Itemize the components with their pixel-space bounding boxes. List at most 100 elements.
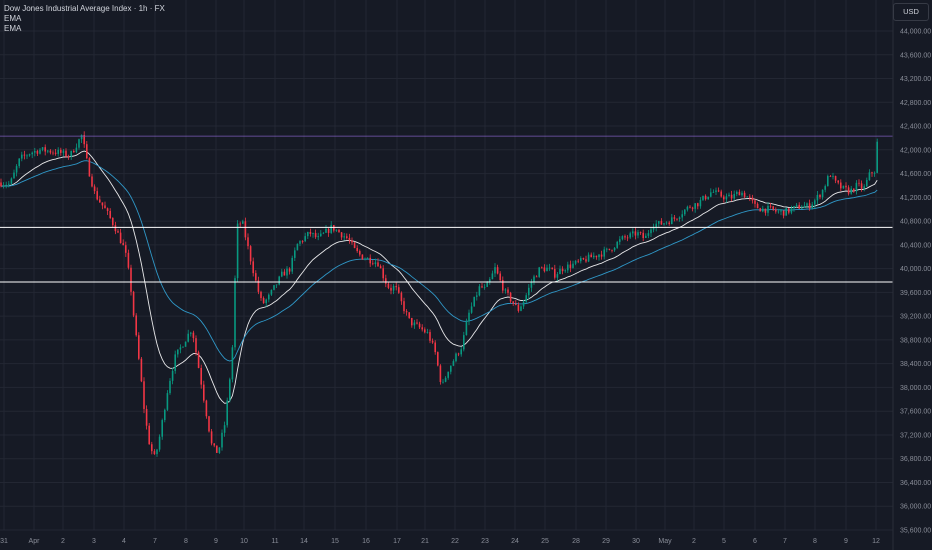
candle-up <box>444 377 447 382</box>
price-tick-label: 36,000.00 <box>900 504 931 511</box>
candle-down <box>96 191 98 200</box>
candle-up <box>187 333 189 342</box>
candle-down <box>590 254 592 258</box>
candle-up <box>803 205 806 208</box>
price-axis[interactable]: 44,000.00 43,600.00 43,200.00 42,800.00 42,4… <box>892 0 932 550</box>
candle-down <box>611 249 613 251</box>
time-tick-label: 15 <box>331 538 339 545</box>
candle-up <box>645 235 647 238</box>
candle-up <box>533 276 535 283</box>
candle-down <box>717 190 720 192</box>
candle-down <box>369 257 371 264</box>
price-tick-label: 43,600.00 <box>900 52 931 59</box>
candle-down <box>424 329 426 333</box>
candle-down <box>140 358 143 382</box>
time-tick-label: 7 <box>783 538 787 545</box>
candle-up <box>658 221 660 224</box>
candle-down <box>260 291 262 299</box>
candle-down <box>49 150 52 153</box>
candle-up <box>179 347 182 350</box>
candle-up <box>8 183 10 185</box>
candle-up <box>2 185 5 187</box>
candle-down <box>379 266 382 269</box>
candle-up <box>593 255 595 258</box>
candle-down <box>434 342 436 353</box>
indicator-ema-2[interactable]: EMA <box>4 24 22 33</box>
candle-up <box>491 273 494 280</box>
ema-lines <box>0 150 878 404</box>
candle-down <box>754 200 756 204</box>
candle-up <box>850 188 852 194</box>
candle-down <box>398 287 400 293</box>
candle-up <box>699 199 702 207</box>
price-tick-label: 37,200.00 <box>900 432 931 439</box>
candle-up <box>580 258 582 262</box>
candle-down <box>697 203 699 207</box>
price-tick-label: 42,000.00 <box>900 147 931 154</box>
candle-down <box>788 208 790 213</box>
candle-down <box>338 229 340 233</box>
time-axis[interactable]: 31 Apr 2 3 4 7 8 9 10 11 14 15 16 17 21 22 23 24 25 28 29 30 M… <box>0 538 880 545</box>
candle-down <box>689 206 691 208</box>
candle-up <box>229 379 231 401</box>
candle-down <box>634 231 637 236</box>
candle-up <box>452 361 455 366</box>
candle-down <box>52 152 54 154</box>
candle-up <box>489 279 491 283</box>
candle-down <box>361 254 364 260</box>
candle-up <box>525 295 527 302</box>
candle-down <box>395 286 397 288</box>
candle-down <box>845 185 847 188</box>
candle-down <box>400 292 403 302</box>
candle-up <box>855 182 858 192</box>
candle-up <box>80 134 83 140</box>
candle-up <box>824 186 826 190</box>
candle-down <box>668 222 670 225</box>
candle-up <box>18 158 20 167</box>
candle-down <box>577 260 579 262</box>
indicator-ema-1[interactable]: EMA <box>4 14 22 23</box>
time-tick-label: 9 <box>844 538 848 545</box>
candle-up <box>827 176 829 187</box>
candle-down <box>122 243 124 246</box>
candle-down <box>314 233 317 238</box>
candle-up <box>320 233 322 237</box>
candle-up <box>226 400 228 426</box>
candle-up <box>62 150 65 153</box>
time-tick-label: 12 <box>872 538 880 545</box>
candle-down <box>203 384 205 401</box>
candle-up <box>587 254 590 262</box>
candle-up <box>242 221 244 224</box>
candle-up <box>190 332 192 334</box>
price-tick-label: 35,600.00 <box>900 528 931 535</box>
candle-up <box>169 380 171 394</box>
candle-down <box>431 340 434 343</box>
candle-up <box>47 150 49 152</box>
candle-down <box>88 158 91 177</box>
candle-up <box>294 250 296 258</box>
symbol-title[interactable]: Dow Jones Industrial Average Index · 1h … <box>4 4 165 13</box>
horizontal-levels[interactable]: 40,694.4239,775.2142,136.4043:30 <box>0 134 932 288</box>
candle-up <box>455 353 457 362</box>
time-tick-label: 7 <box>153 538 157 545</box>
candle-up <box>548 267 551 269</box>
candle-up <box>13 172 15 179</box>
ema-fast-line <box>0 150 878 404</box>
candle-up <box>470 306 473 313</box>
candle-up <box>447 371 449 378</box>
candle-down <box>127 252 130 268</box>
candle-down <box>585 259 587 262</box>
candle-down <box>130 267 132 292</box>
candle-up <box>275 284 278 286</box>
candle-down <box>112 218 114 226</box>
candle-up <box>504 289 507 291</box>
candle-up <box>728 194 730 197</box>
candle-up <box>710 192 712 197</box>
currency-button[interactable]: USD <box>893 3 929 21</box>
candle-down <box>153 451 156 455</box>
candle-up <box>746 196 748 198</box>
time-tick-label: 17 <box>393 538 401 545</box>
candle-up <box>741 192 743 196</box>
candle-down <box>829 176 832 177</box>
